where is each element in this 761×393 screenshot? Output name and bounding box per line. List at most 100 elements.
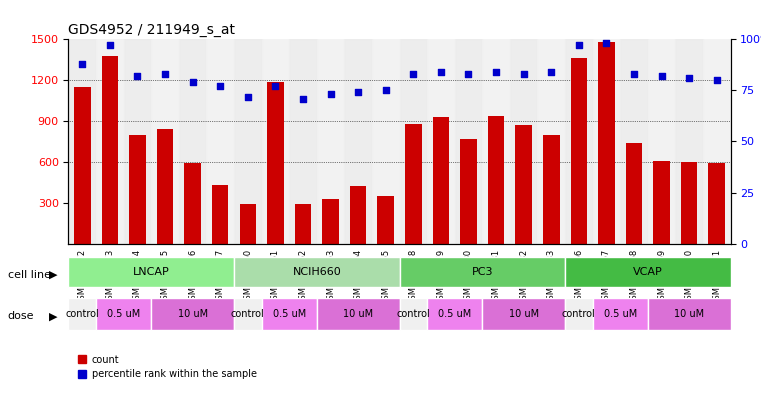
- Point: [297, 95, 309, 102]
- Point: [655, 73, 667, 79]
- Point: [683, 75, 696, 81]
- Bar: [317, 39, 344, 244]
- Bar: [653, 161, 670, 244]
- Point: [76, 61, 88, 67]
- Bar: [123, 39, 151, 244]
- FancyBboxPatch shape: [151, 299, 234, 330]
- Bar: [295, 204, 311, 244]
- Text: VCAP: VCAP: [633, 267, 663, 277]
- Bar: [289, 39, 317, 244]
- Text: 0.5 uM: 0.5 uM: [603, 309, 637, 320]
- Bar: [372, 39, 400, 244]
- Text: dose: dose: [8, 311, 34, 321]
- Bar: [708, 163, 725, 244]
- Bar: [74, 87, 91, 244]
- FancyBboxPatch shape: [234, 257, 400, 287]
- FancyBboxPatch shape: [427, 299, 482, 330]
- Bar: [350, 186, 366, 244]
- Text: 0.5 uM: 0.5 uM: [438, 309, 471, 320]
- Legend: count, percentile rank within the sample: count, percentile rank within the sample: [73, 351, 261, 383]
- Bar: [488, 116, 505, 244]
- Bar: [184, 163, 201, 244]
- Text: PC3: PC3: [472, 267, 493, 277]
- FancyBboxPatch shape: [400, 257, 565, 287]
- Bar: [101, 56, 118, 244]
- Point: [380, 87, 392, 94]
- Text: control: control: [231, 309, 265, 320]
- Point: [132, 73, 144, 79]
- Bar: [482, 39, 510, 244]
- Bar: [626, 143, 642, 244]
- Bar: [543, 135, 559, 244]
- Point: [242, 94, 254, 100]
- Point: [407, 71, 419, 77]
- Text: 10 uM: 10 uM: [508, 309, 539, 320]
- FancyBboxPatch shape: [317, 299, 400, 330]
- Text: control: control: [65, 309, 99, 320]
- Bar: [648, 39, 675, 244]
- Bar: [212, 185, 228, 244]
- Bar: [598, 42, 615, 244]
- Bar: [620, 39, 648, 244]
- Text: 10 uM: 10 uM: [177, 309, 208, 320]
- Bar: [537, 39, 565, 244]
- Text: ▶: ▶: [49, 311, 58, 321]
- Bar: [179, 39, 206, 244]
- Text: 10 uM: 10 uM: [343, 309, 373, 320]
- Bar: [675, 39, 703, 244]
- Point: [573, 42, 585, 49]
- FancyBboxPatch shape: [234, 299, 262, 330]
- Bar: [344, 39, 372, 244]
- FancyBboxPatch shape: [262, 299, 317, 330]
- Bar: [460, 139, 476, 244]
- Bar: [234, 39, 262, 244]
- Point: [186, 79, 199, 85]
- Bar: [593, 39, 620, 244]
- FancyBboxPatch shape: [68, 299, 96, 330]
- FancyBboxPatch shape: [565, 299, 593, 330]
- Text: cell line: cell line: [8, 270, 51, 280]
- Bar: [571, 59, 587, 244]
- Bar: [377, 196, 394, 244]
- Bar: [206, 39, 234, 244]
- Bar: [96, 39, 123, 244]
- FancyBboxPatch shape: [648, 299, 731, 330]
- Bar: [240, 204, 256, 244]
- Point: [517, 71, 530, 77]
- Point: [214, 83, 226, 90]
- Text: 10 uM: 10 uM: [674, 309, 704, 320]
- FancyBboxPatch shape: [96, 299, 151, 330]
- Bar: [427, 39, 454, 244]
- Point: [103, 42, 116, 49]
- Point: [490, 69, 502, 75]
- Bar: [432, 117, 449, 244]
- Text: 0.5 uM: 0.5 uM: [272, 309, 306, 320]
- Bar: [405, 124, 422, 244]
- Point: [435, 69, 447, 75]
- Bar: [565, 39, 593, 244]
- Text: NCIH660: NCIH660: [292, 267, 341, 277]
- Point: [159, 71, 171, 77]
- Bar: [322, 199, 339, 244]
- Bar: [515, 125, 532, 244]
- Point: [711, 77, 723, 83]
- FancyBboxPatch shape: [565, 257, 731, 287]
- Bar: [510, 39, 537, 244]
- FancyBboxPatch shape: [68, 257, 234, 287]
- FancyBboxPatch shape: [400, 299, 427, 330]
- Point: [269, 83, 282, 90]
- Point: [463, 71, 475, 77]
- Text: control: control: [396, 309, 430, 320]
- Text: control: control: [562, 309, 596, 320]
- Bar: [68, 39, 96, 244]
- Point: [545, 69, 557, 75]
- Text: ▶: ▶: [49, 270, 58, 280]
- Bar: [267, 81, 284, 244]
- Text: GDS4952 / 211949_s_at: GDS4952 / 211949_s_at: [68, 23, 235, 37]
- Point: [600, 40, 613, 46]
- Bar: [454, 39, 482, 244]
- Bar: [400, 39, 427, 244]
- Bar: [129, 135, 145, 244]
- Point: [352, 89, 365, 95]
- Bar: [262, 39, 289, 244]
